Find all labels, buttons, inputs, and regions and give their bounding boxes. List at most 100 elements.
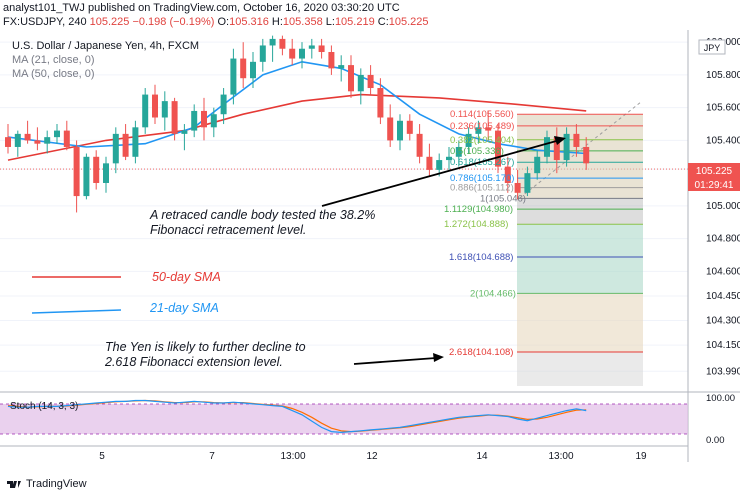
candle-body-23 (230, 58, 237, 95)
candle-body-56 (553, 137, 560, 161)
candle-body-29 (289, 48, 296, 59)
candle-body-59 (583, 146, 590, 164)
fib-label-10: 1.618(104.688) (449, 252, 513, 263)
candle-body-21 (210, 114, 217, 128)
candle-body-34 (338, 65, 345, 69)
time-tick-2: 13:00 (280, 451, 305, 462)
note-retrace-2: Fibonacci retracement level. (150, 223, 306, 237)
fib-zone (517, 102, 643, 386)
candle-body-41 (406, 120, 413, 134)
fib-label-9: 1.272(104.888) (444, 219, 508, 230)
candle-body-36 (357, 74, 364, 92)
fib-mid-zone (517, 198, 643, 225)
candle-body-12 (122, 133, 129, 157)
candle-body-38 (377, 88, 384, 118)
time-tick-5: 13:00 (548, 451, 573, 462)
price-tick-7: 104.600 (706, 266, 740, 277)
fib-label-3: 0.5(105.336) (450, 146, 504, 157)
candle-body-5 (54, 130, 60, 138)
stoch-k-line (7, 399, 587, 434)
moving-averages (7, 60, 587, 161)
stoch-lines (7, 399, 587, 434)
candle-body-33 (328, 52, 335, 69)
candle-body-40 (397, 120, 403, 141)
fib-label-5: 0.786(105.170) (450, 173, 514, 184)
candle-body-16 (161, 101, 168, 118)
note-decline-2: 2.618 Fibonacci extension level. (104, 355, 283, 369)
sma21-note: 21-day SMA (149, 301, 219, 315)
symbol-bar: FX:USDJPY, 240 105.225 −0.198 (−0.19%) O… (3, 16, 429, 28)
symbol: FX:USDJPY, 240 (3, 16, 87, 28)
close-label: C: (377, 16, 389, 28)
candle-body-1 (14, 133, 21, 147)
legend-instrument: U.S. Dollar / Japanese Yen, 4h, FXCM (12, 40, 199, 52)
candle-body-55 (544, 137, 550, 157)
arrow-decline (353, 357, 437, 365)
candle-body-17 (171, 101, 178, 134)
candle-body-10 (103, 163, 109, 183)
time-tick-1: 7 (209, 451, 215, 462)
sma21-swatch (31, 309, 122, 314)
candle-body-49 (485, 127, 492, 131)
price-tick-5: 105.000 (706, 201, 740, 212)
time-tick-6: 19 (635, 451, 647, 462)
currency-badge[interactable] (698, 39, 726, 55)
time-axis[interactable]: 5 7 13:00 12 14 13:00 19 (99, 451, 647, 462)
candle-body-46 (455, 146, 462, 157)
candle-body-4 (44, 137, 51, 144)
candle-body-20 (201, 110, 207, 128)
candle-body-32 (318, 45, 325, 53)
candle-body-2 (24, 133, 31, 141)
fib-trend-line (519, 102, 641, 199)
fib-labels: 0.114(105.560)0.236(105.489) 0.382(105.40… (444, 109, 526, 358)
candle-body-44 (436, 160, 443, 170)
candle-body-39 (387, 117, 394, 141)
candle-body-19 (191, 110, 198, 131)
legend-ma50: MA (50, close, 0) (12, 68, 95, 80)
low-label: L: (325, 16, 335, 28)
countdown-badge (688, 177, 740, 191)
candle-body-58 (573, 133, 580, 147)
fib-label-2: 0.382(105.404) (450, 135, 514, 146)
candle-body-9 (93, 156, 100, 183)
stoch-axis: 100.00 0.00 (706, 393, 735, 446)
price-axis[interactable]: 106.000105.800105.600105.400105.000104.8… (706, 37, 740, 377)
candle-body-47 (465, 133, 472, 147)
price-tick-9: 104.300 (706, 316, 740, 327)
candle-body-3 (34, 140, 41, 144)
candle-body-50 (495, 130, 501, 167)
candle-body-15 (152, 94, 158, 118)
stoch-tick-0: 100.00 (706, 393, 735, 404)
countdown-value: 01:29:41 (695, 180, 734, 191)
candle-body-24 (240, 58, 247, 79)
note-decline-1: The Yen is likely to further decline to (105, 340, 306, 354)
close-value: 105.225 (388, 16, 429, 28)
stoch-label: Stoch (14, 3, 3) (10, 401, 78, 412)
fib-label-1: 0.236(105.489) (450, 121, 514, 132)
candle-body-42 (416, 133, 423, 157)
stoch-band (0, 404, 688, 434)
fib-bottom-zone (517, 351, 643, 386)
time-tick-4: 14 (476, 451, 488, 462)
candles (5, 35, 590, 213)
candle-body-37 (367, 74, 374, 89)
price-tick-10: 104.150 (706, 340, 740, 351)
note-retrace-1: A retraced candle body tested the 38.2% (149, 208, 375, 222)
tradingview-logo-icon (7, 481, 21, 488)
fib-label-4: 0.618(105.267) (450, 157, 514, 168)
price-tick-1: 105.800 (706, 70, 740, 81)
candle-body-0 (5, 137, 11, 147)
fib-label-6: 0.886(105.112) (450, 183, 514, 194)
price-tick-8: 104.450 (706, 291, 740, 302)
high-value: 105.358 (282, 16, 323, 28)
fib-label-8: 1.1129(104.980) (444, 204, 513, 215)
last-price: 105.225 (89, 16, 130, 28)
fib-upper-zone (517, 114, 643, 199)
price-tick-3: 105.400 (706, 135, 740, 146)
arrow-retrace-head (554, 136, 566, 145)
candle-body-26 (259, 45, 266, 62)
candle-body-51 (504, 166, 511, 183)
candle-body-22 (220, 94, 227, 115)
candle-body-8 (83, 156, 90, 197)
